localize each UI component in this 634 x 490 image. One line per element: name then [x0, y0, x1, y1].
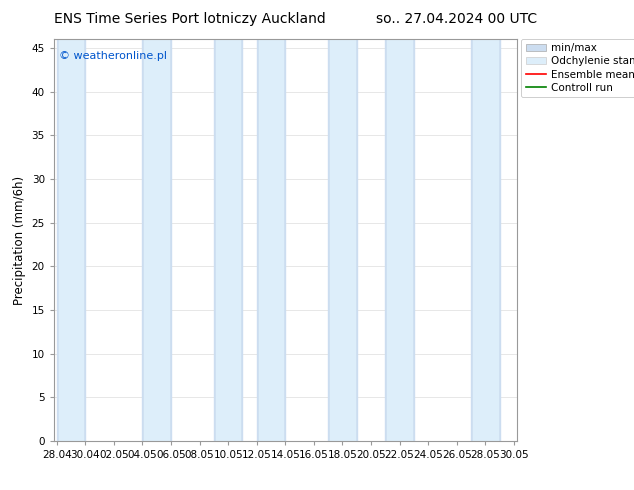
Text: © weatheronline.pl: © weatheronline.pl: [58, 51, 167, 61]
Bar: [214, 39, 242, 441]
Bar: [473, 39, 498, 441]
Bar: [216, 39, 240, 441]
Legend: min/max, Odchylenie standardowe, Ensemble mean run, Controll run: min/max, Odchylenie standardowe, Ensembl…: [521, 39, 634, 97]
Bar: [471, 39, 500, 441]
Bar: [387, 39, 412, 441]
Bar: [257, 39, 285, 441]
Bar: [259, 39, 283, 441]
Bar: [57, 39, 86, 441]
Bar: [143, 39, 171, 441]
Bar: [330, 39, 354, 441]
Text: ENS Time Series Port lotniczy Auckland: ENS Time Series Port lotniczy Auckland: [55, 12, 326, 26]
Y-axis label: Precipitation (mm/6h): Precipitation (mm/6h): [13, 175, 26, 305]
Text: so.. 27.04.2024 00 UTC: so.. 27.04.2024 00 UTC: [376, 12, 537, 26]
Bar: [59, 39, 83, 441]
Bar: [328, 39, 357, 441]
Bar: [385, 39, 414, 441]
Bar: [145, 39, 169, 441]
